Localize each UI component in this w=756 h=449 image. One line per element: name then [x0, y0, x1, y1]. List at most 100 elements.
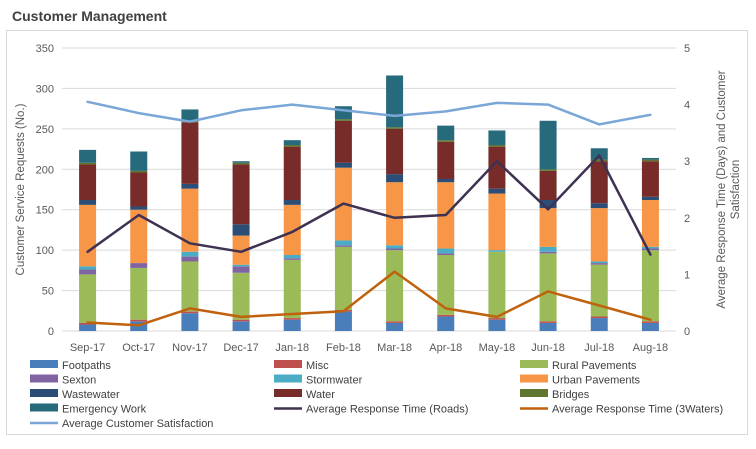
- bar-segment: [386, 182, 404, 246]
- bar-segment: [488, 251, 506, 319]
- bar-segment: [437, 254, 455, 315]
- series-line: [86, 100, 652, 126]
- legend-swatch: [520, 360, 548, 368]
- bar-segment: [641, 196, 659, 201]
- x-tick-label: Mar-18: [377, 342, 412, 354]
- bar-segment: [539, 200, 557, 209]
- bar-segment: [590, 208, 608, 262]
- x-tick-label: Nov-17: [172, 342, 207, 354]
- bar-segment: [130, 170, 148, 173]
- bar-segment: [232, 235, 250, 265]
- bar-segment: [641, 159, 659, 162]
- x-tick-label: Aug-18: [633, 342, 668, 354]
- y2-tick-label: 4: [684, 100, 690, 112]
- x-tick-label: Oct-17: [122, 342, 155, 354]
- bar-segment: [283, 254, 301, 259]
- bar-segment: [283, 204, 301, 255]
- bar-segment: [488, 318, 506, 320]
- bar-segment: [232, 161, 250, 163]
- bar-segment: [641, 250, 659, 322]
- bar-segment: [437, 140, 455, 142]
- bar-segment: [79, 204, 97, 267]
- bar-segment: [181, 261, 199, 312]
- bar-segment: [232, 162, 250, 165]
- legend-label: Misc: [306, 360, 329, 372]
- bar-segment: [79, 274, 97, 323]
- bar-segment: [283, 140, 301, 146]
- bar-segment: [181, 109, 199, 121]
- bar-segment: [130, 172, 148, 207]
- bar-segment: [334, 246, 352, 310]
- bar-segment: [79, 200, 97, 205]
- y2-tick-label: 5: [684, 43, 690, 55]
- bar-segment: [488, 250, 506, 252]
- bar-segment: [539, 120, 557, 170]
- bar-segment: [437, 316, 455, 331]
- x-tick-label: Sep-17: [70, 342, 105, 354]
- bar-segment: [437, 125, 455, 141]
- bar-segment: [590, 159, 608, 162]
- x-tick-label: May-18: [479, 342, 516, 354]
- bar-segment: [437, 314, 455, 317]
- legend-label: Wastewater: [62, 389, 120, 401]
- bar-segment: [79, 269, 97, 275]
- axes: 0 50 100 150 200 250 300 350 0 1 2 3 4 5 Sep-17 Oct-17 N…: [15, 43, 742, 354]
- bar-segment: [539, 246, 557, 252]
- bar-segment: [386, 250, 404, 322]
- bar-segment: [232, 164, 250, 225]
- bar-segment: [386, 174, 404, 183]
- legend-label: Average Customer Satisfaction: [62, 418, 213, 430]
- bar-segment: [641, 200, 659, 247]
- bar-segment: [181, 251, 199, 257]
- x-tick-label: Feb-18: [326, 342, 361, 354]
- series-lines: [86, 100, 652, 327]
- bar-segment: [79, 164, 97, 201]
- bar-segment: [488, 130, 506, 146]
- bar-segment: [539, 251, 557, 254]
- bar-segment: [590, 264, 608, 317]
- legend-label: Urban Pavements: [552, 375, 641, 387]
- bar-segment: [590, 263, 608, 265]
- y2-axis-title: Average Response Time (Days) and Custome…: [716, 70, 742, 308]
- y-tick-label: 0: [48, 326, 54, 338]
- bar-segment: [79, 324, 97, 331]
- bar-segment: [334, 106, 352, 120]
- legend-swatch: [520, 389, 548, 397]
- bar-segment: [539, 169, 557, 171]
- legend-swatch: [30, 360, 58, 368]
- bar-segment: [283, 318, 301, 320]
- y-tick-label: 250: [36, 124, 54, 136]
- legend: Footpaths Misc Rural Pavements Sexton Stormw…: [30, 360, 723, 430]
- bar-segment: [386, 127, 404, 129]
- x-tick-label: Jun-18: [531, 342, 565, 354]
- bar-segment: [232, 266, 250, 273]
- bar-segment: [590, 161, 608, 204]
- bar-segment: [437, 248, 455, 254]
- y-tick-label: 150: [36, 205, 54, 217]
- bar-segment: [590, 148, 608, 160]
- legend-swatch: [30, 374, 58, 383]
- bar-segment: [283, 319, 301, 331]
- legend-label: Sexton: [62, 375, 96, 387]
- series-line: [86, 270, 652, 327]
- legend-label: Stormwater: [306, 375, 363, 387]
- legend-label: Average Response Time (Roads): [306, 404, 468, 416]
- bar-segment: [641, 321, 659, 323]
- bar-segment: [334, 119, 352, 121]
- chart-frame: [6, 30, 748, 435]
- bar-segment: [181, 122, 199, 184]
- bar-segment: [130, 209, 148, 264]
- y-tick-label: 50: [42, 286, 54, 298]
- bar-segment: [181, 183, 199, 189]
- bar-segment: [641, 246, 659, 249]
- legend-swatch: [274, 389, 302, 397]
- bar-segment: [437, 253, 455, 255]
- legend-swatch: [274, 374, 302, 383]
- bar-segment: [590, 316, 608, 319]
- bar-segment: [232, 319, 250, 322]
- bar-segment: [641, 157, 659, 160]
- legend-label: Water: [306, 389, 335, 401]
- bar-segment: [539, 253, 557, 322]
- bar-segment: [539, 322, 557, 331]
